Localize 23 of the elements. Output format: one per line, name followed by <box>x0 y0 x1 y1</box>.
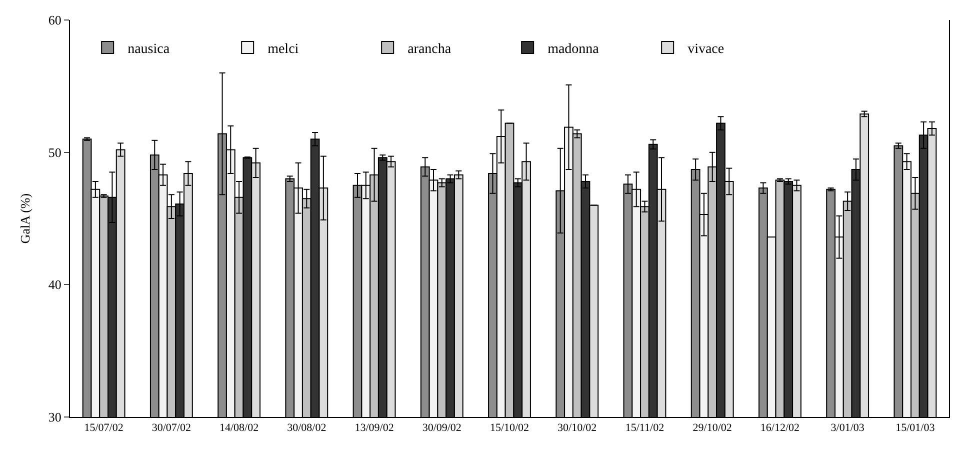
y-tick-label: 50 <box>48 144 62 160</box>
legend-label: melci <box>268 42 299 57</box>
x-tick-label: 16/12/02 <box>760 422 800 434</box>
x-tick-label: 15/11/02 <box>625 422 664 434</box>
x-tick-label: 30/08/02 <box>287 422 326 434</box>
x-tick-label: 13/09/02 <box>354 422 394 434</box>
y-tick-label: 40 <box>48 277 62 292</box>
legend-label: nausica <box>128 42 170 57</box>
x-tick-label: 15/10/02 <box>490 422 530 434</box>
x-tick-label: 15/01/03 <box>896 422 936 434</box>
y-tick-label: 60 <box>48 12 62 28</box>
legend-label: vivace <box>688 42 724 57</box>
x-tick-label: 29/10/02 <box>692 422 732 434</box>
y-tick-label: 30 <box>48 410 62 425</box>
legend-label: arancha <box>408 42 452 57</box>
x-tick-label: 15/07/02 <box>84 422 124 434</box>
x-tick-label: 14/08/02 <box>219 422 259 434</box>
x-tick-label: 3/01/03 <box>830 422 865 434</box>
x-tick-label: 30/07/02 <box>152 422 191 434</box>
legend-label: madonna <box>548 42 600 57</box>
x-tick-label: 30/09/02 <box>422 422 462 434</box>
x-tick-label: 30/10/02 <box>558 422 597 434</box>
y-axis-title: GalA (%) <box>17 193 32 244</box>
